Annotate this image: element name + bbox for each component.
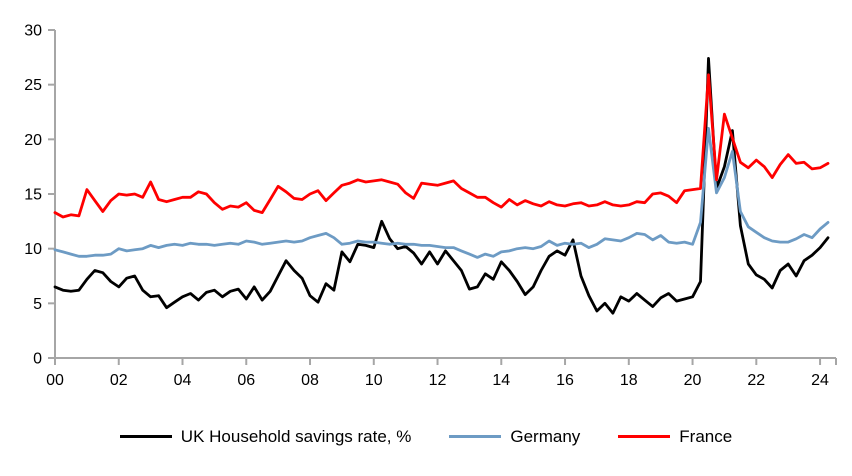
savings-rate-line-chart: 0 5 10 15 20 25 30 00 02 04 06 08 10 12 14 16 18 20 22 24 xyxy=(24,23,837,389)
y-tick-label: 30 xyxy=(24,23,42,40)
x-tick-label: 18 xyxy=(620,372,638,389)
series-line-0 xyxy=(53,57,830,315)
x-tick-label: 20 xyxy=(684,372,702,389)
x-tick-label: 04 xyxy=(174,372,192,389)
series-line-2 xyxy=(53,73,830,219)
germany-legend-label: Germany xyxy=(510,427,581,446)
x-tick-label: 22 xyxy=(747,372,765,389)
x-tick-label: 00 xyxy=(46,372,64,389)
x-tick-label: 16 xyxy=(556,372,574,389)
x-tick-label: 24 xyxy=(811,372,829,389)
y-tick-label: 5 xyxy=(33,296,42,313)
y-tick-label: 20 xyxy=(24,132,42,149)
y-tick-label: 10 xyxy=(24,241,42,258)
series-line-1 xyxy=(53,126,830,259)
france-line-swatch xyxy=(618,435,671,438)
legend-item-uk: UK Household savings rate, % xyxy=(119,427,412,446)
x-tick-label: 08 xyxy=(301,372,319,389)
x-tick-label: 02 xyxy=(110,372,128,389)
france-legend-label: France xyxy=(679,427,733,446)
x-tick-label: 14 xyxy=(492,372,510,389)
chart-legend: UK Household savings rate, % Germany Fra… xyxy=(0,428,852,445)
x-tick-label: 12 xyxy=(429,372,447,389)
y-tick-label: 0 xyxy=(33,351,42,368)
germany-line-swatch xyxy=(449,435,502,438)
y-tick-label: 25 xyxy=(24,77,42,94)
x-tick-label: 06 xyxy=(237,372,255,389)
legend-item-france: France xyxy=(618,428,732,445)
uk-line-swatch xyxy=(119,435,172,438)
legend-item-germany: Germany xyxy=(449,428,580,445)
x-tick-label: 10 xyxy=(365,372,383,389)
y-tick-label: 15 xyxy=(24,187,42,204)
uk-legend-label: UK Household savings rate, % xyxy=(180,427,412,446)
